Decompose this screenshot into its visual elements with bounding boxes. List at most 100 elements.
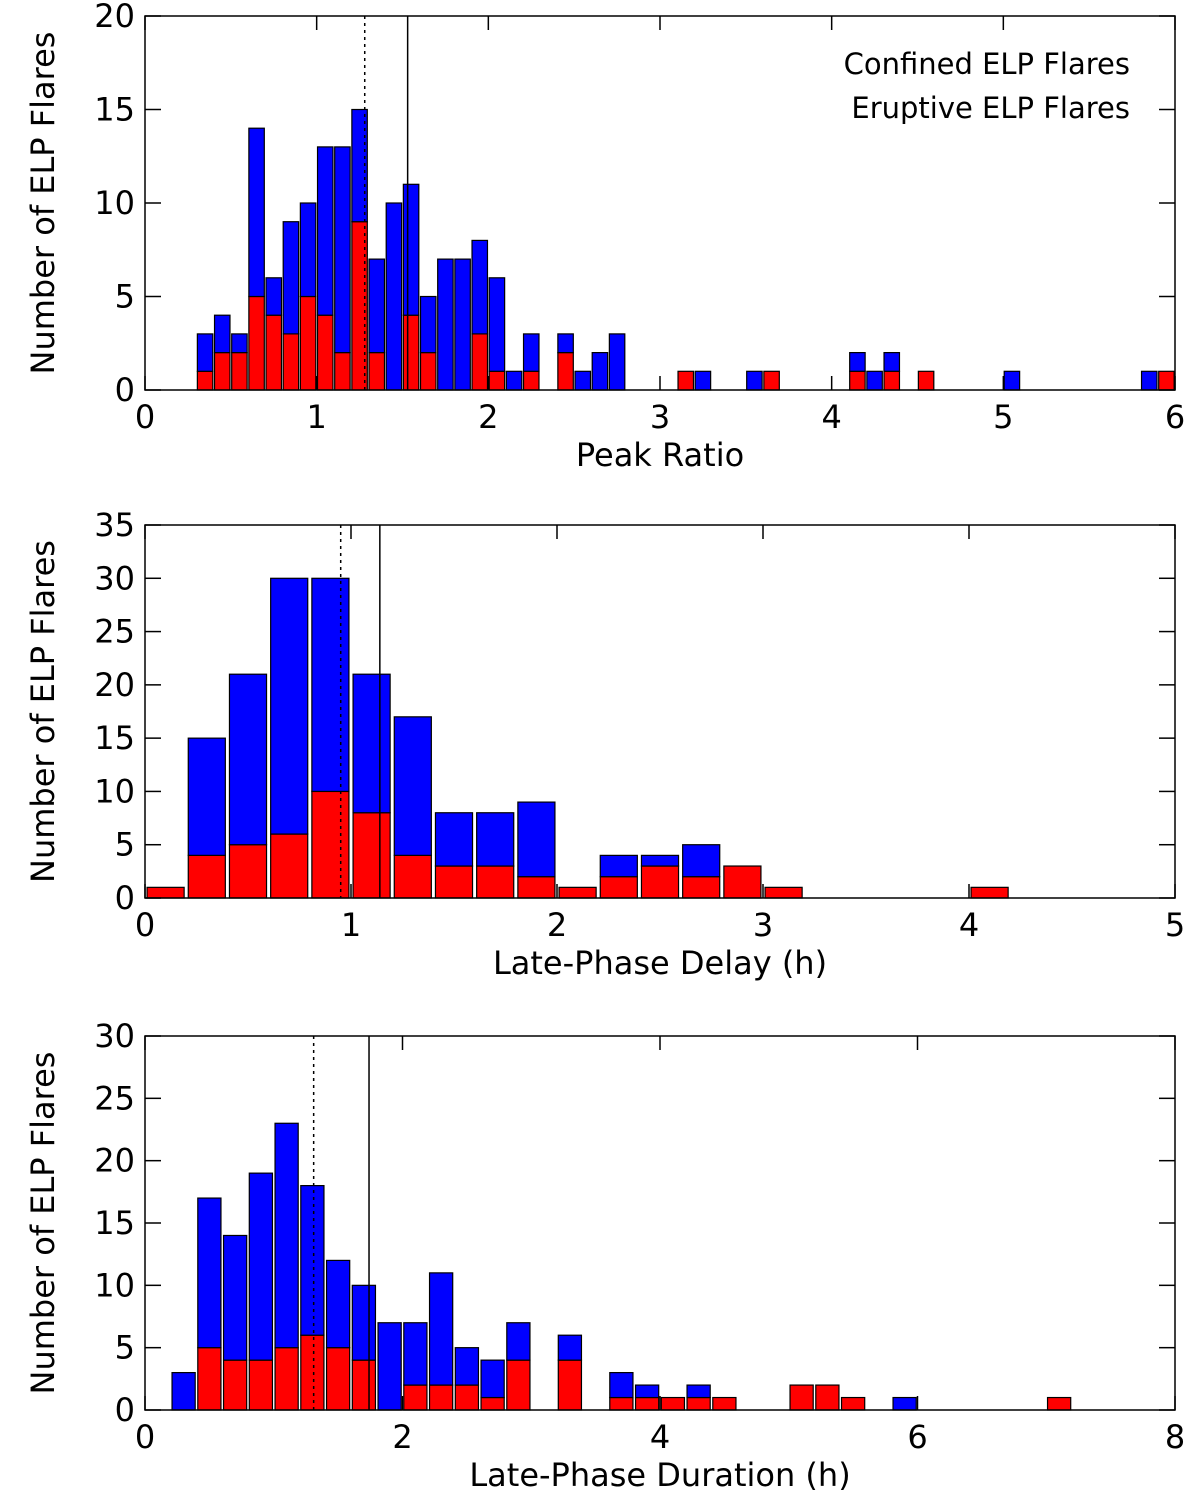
y-axis-label: Number of ELP Flares [24,540,62,883]
bar [558,886,597,899]
bar [248,1172,274,1361]
bar [677,370,695,391]
x-tick-label: 0 [135,906,155,944]
x-axis-label: Late-Phase Duration (h) [469,1456,850,1494]
bar [231,352,248,391]
bar [599,854,638,878]
bar [522,333,540,372]
bar [248,295,265,391]
y-tick-label: 20 [94,1142,135,1180]
bar [213,352,231,391]
y-tick-label: 5 [115,278,135,316]
bar [634,1396,660,1411]
y-tick-label: 0 [115,371,135,409]
bar [608,333,626,391]
bar [368,352,386,391]
bar [660,1396,686,1411]
bar [231,333,248,354]
bar [849,352,866,372]
bar [476,865,515,899]
bar [228,844,268,899]
bar [849,370,866,391]
bar [1003,370,1021,391]
panel: 0 1 2 3 4 5 6 0 5 10 15 20 Peak Ratio Number of ELP F… [24,0,1185,474]
y-tick-label: 10 [94,772,135,810]
bar [419,295,437,354]
y-tick-label: 0 [115,1391,135,1429]
bar [517,801,556,878]
bar [300,1334,325,1411]
x-tick-label: 2 [547,906,567,944]
bar [419,352,437,391]
bar [694,370,712,391]
x-tick-label: 0 [135,398,155,436]
x-tick-label: 4 [959,906,979,944]
bar [634,1384,660,1399]
bar [351,1359,377,1411]
bar [640,854,680,867]
bar [146,886,185,899]
bar [682,876,721,899]
y-tick-label: 20 [94,0,135,35]
bar [557,333,574,354]
bar [282,221,300,335]
legend-entry: Confined ELP Flares [844,47,1130,81]
bar [712,1396,737,1411]
x-axis-label: Peak Ratio [576,436,744,474]
bar [883,352,901,372]
bar [187,854,226,899]
bar [402,314,420,391]
bar [434,812,474,867]
x-tick-label: 5 [993,398,1013,436]
y-tick-label: 30 [94,1017,135,1055]
bar [351,1284,377,1361]
bar [222,1234,248,1361]
bar [883,370,901,391]
y-tick-label: 20 [94,666,135,704]
y-tick-label: 5 [115,1329,135,1367]
bar [334,146,351,354]
bar [352,812,391,899]
plot-frame [144,1035,1176,1411]
x-tick-label: 3 [753,906,773,944]
bar [187,737,226,856]
bar [316,146,334,316]
y-tick-label: 15 [94,91,135,129]
bar [723,865,762,899]
bar [197,1347,222,1411]
bar [599,876,638,899]
x-tick-label: 1 [341,906,361,944]
bar [248,127,265,298]
bar [282,333,300,391]
bar [840,1396,866,1411]
bar [403,1322,428,1386]
panel: 0 2 4 6 8 0 5 10 15 20 25 30 Late-Phase Duration (h)… [24,1017,1185,1494]
bar [764,886,803,899]
bar [506,1359,531,1411]
bar [1046,1396,1072,1411]
bar [488,277,506,372]
bar [428,1384,454,1411]
panel: 0 1 2 3 4 5 0 5 10 15 20 25 30 35 Late-Phase Delay (h)… [24,506,1185,982]
bar [454,1384,480,1411]
plot-frame [144,524,1176,899]
bar [270,833,309,899]
bar [196,333,214,372]
bar [746,370,763,391]
bar [402,183,420,316]
bar [316,314,334,391]
x-axis-label: Late-Phase Delay (h) [493,944,827,982]
bar [274,1122,299,1349]
bar [222,1359,248,1411]
bar [591,352,609,391]
bar [428,1272,454,1386]
bar [1140,370,1158,391]
y-tick-label: 10 [94,1266,135,1304]
bar [517,876,556,899]
bar [609,1396,634,1411]
bar [454,258,471,391]
bar [368,258,386,354]
bar [377,1322,402,1411]
y-axis-label: Number of ELP Flares [24,1052,62,1395]
bar [299,202,317,298]
